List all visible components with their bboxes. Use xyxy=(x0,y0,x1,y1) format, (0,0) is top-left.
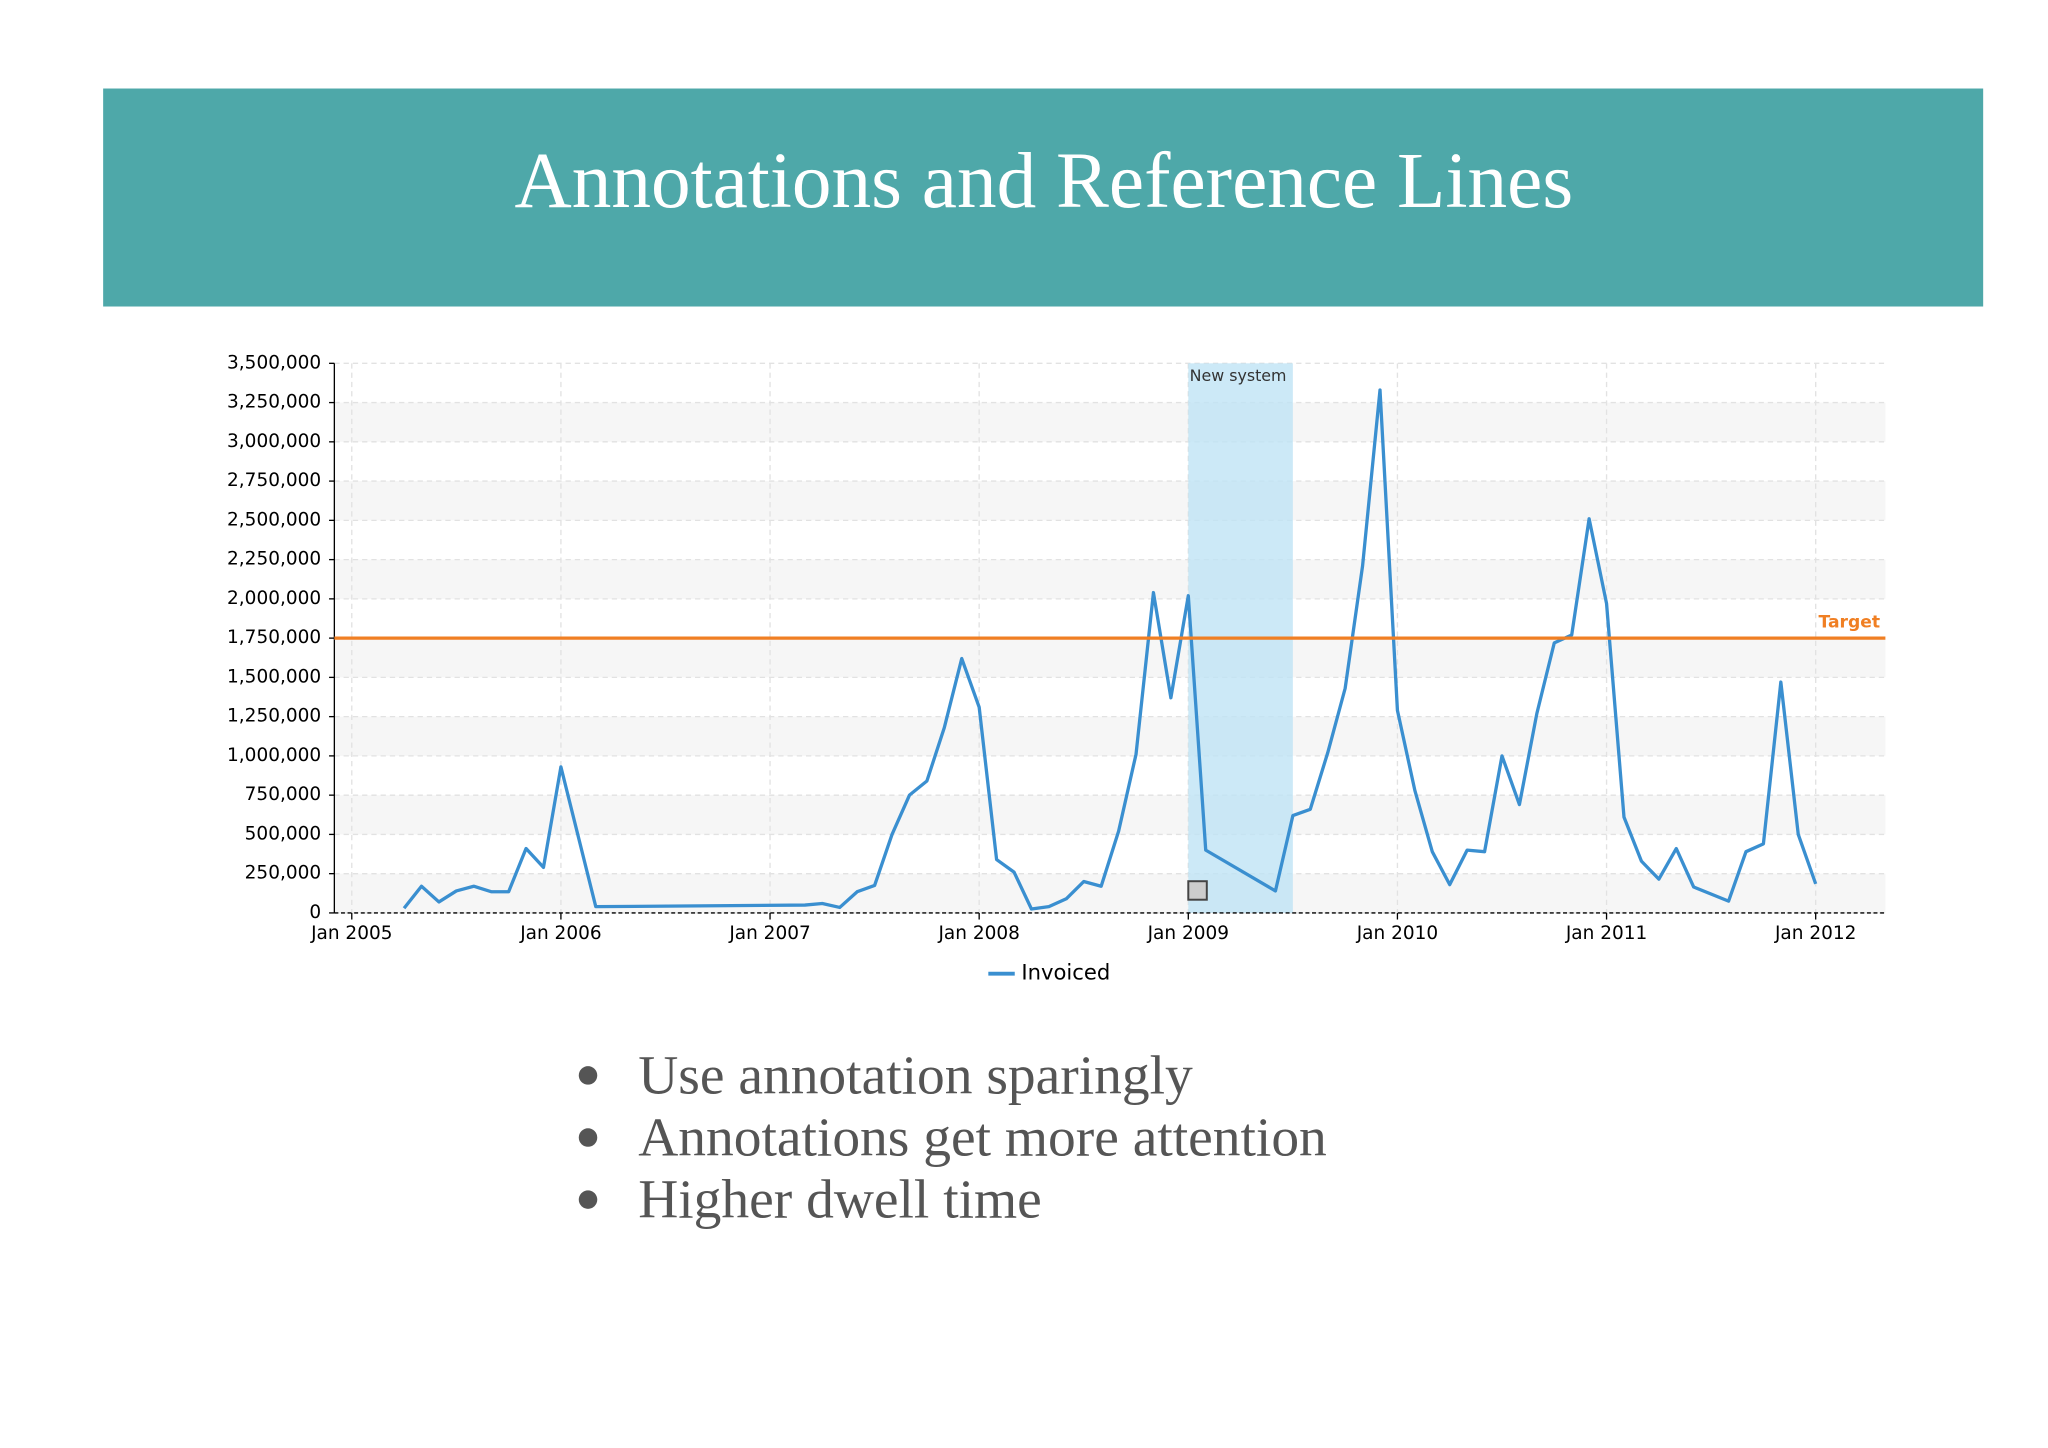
y-tick-label: 0 xyxy=(309,902,321,923)
bullet-dot xyxy=(578,1066,598,1085)
grid-stripe xyxy=(334,638,1886,678)
band-label: New system xyxy=(1190,366,1287,385)
grid-stripe xyxy=(334,873,1886,913)
x-tick-label: Jan 2008 xyxy=(937,923,1019,944)
slide-title: Annotations and Reference Lines xyxy=(514,137,1573,225)
y-tick-label: 2,000,000 xyxy=(227,588,321,609)
grid-stripe xyxy=(334,559,1886,599)
grid-stripe xyxy=(334,481,1886,521)
x-tick-label: Jan 2012 xyxy=(1774,923,1856,944)
x-tick-label: Jan 2010 xyxy=(1356,923,1438,944)
reference-label: Target xyxy=(1818,612,1880,632)
x-tick-label: Jan 2011 xyxy=(1565,923,1647,944)
header-bar xyxy=(103,88,1984,307)
y-tick-label: 500,000 xyxy=(245,823,321,844)
x-tick-label: Jan 2009 xyxy=(1147,923,1229,944)
band-marker xyxy=(1187,880,1208,901)
y-tick-label: 2,500,000 xyxy=(227,509,321,530)
y-tick-label: 1,500,000 xyxy=(227,666,321,687)
y-tick-label: 2,250,000 xyxy=(227,549,321,570)
bullet-dot xyxy=(578,1128,598,1147)
y-tick-label: 1,250,000 xyxy=(227,706,321,727)
y-tick-label: 3,250,000 xyxy=(227,392,321,413)
bullet-text: Higher dwell time xyxy=(638,1170,1042,1231)
chart: 0 250,000 500,000 750,000 1,000,000 1,250,000… xyxy=(227,352,1886,985)
y-tick-label: 1,750,000 xyxy=(227,627,321,648)
x-tick-label: Jan 2006 xyxy=(519,923,601,944)
x-tick-label: Jan 2007 xyxy=(728,923,810,944)
legend-label: Invoiced xyxy=(1021,960,1110,985)
bullet-text: Use annotation sparingly xyxy=(638,1045,1193,1106)
y-tick-label: 1,000,000 xyxy=(227,745,321,766)
bullet-dot xyxy=(578,1190,598,1209)
y-tick-label: 3,000,000 xyxy=(227,431,321,452)
y-tick-label: 250,000 xyxy=(245,863,321,884)
y-tick-label: 3,500,000 xyxy=(227,352,321,373)
grid-stripe xyxy=(334,402,1886,442)
x-tick-label: Jan 2005 xyxy=(310,923,392,944)
y-tick-label: 750,000 xyxy=(245,784,321,805)
y-tick-label: 2,750,000 xyxy=(227,470,321,491)
grid-stripe xyxy=(334,795,1886,835)
bullet-text: Annotations get more attention xyxy=(638,1108,1327,1169)
grid-stripe xyxy=(334,716,1886,756)
